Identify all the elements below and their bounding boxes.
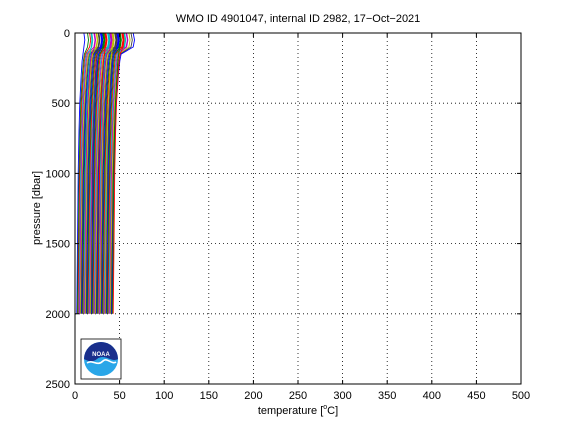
- profile-line: [99, 32, 115, 314]
- profile-line: [91, 32, 104, 314]
- profile-line: [107, 32, 125, 314]
- profile-line: [109, 32, 129, 314]
- profile-line: [87, 32, 105, 314]
- x-tick-label: 100: [155, 390, 173, 402]
- x-axis-ticks: 0 50 100 150 200 250 300 350 400 450 500: [72, 33, 530, 402]
- profile-line: [81, 32, 103, 314]
- x-tick-label: 200: [244, 390, 262, 402]
- profile-line: [84, 32, 99, 314]
- y-tick-label: 2500: [46, 379, 70, 391]
- profile-line: [95, 32, 117, 314]
- profile-line: [97, 32, 107, 314]
- noaa-logo: NOAA: [80, 338, 122, 380]
- profile-line: [100, 32, 117, 314]
- x-tick-label: 450: [467, 390, 485, 402]
- profile-line: [112, 32, 121, 314]
- profile-line: [92, 32, 108, 314]
- profile-line: [108, 32, 127, 314]
- profile-line: [78, 32, 94, 314]
- y-axis-ticks: 0 500 1000 1500 2000 2500: [46, 28, 521, 391]
- x-axis-label: temperature [oC]: [258, 404, 338, 417]
- y-tick-label: 1500: [46, 239, 70, 251]
- profile-line: [107, 32, 122, 314]
- x-tick-label: 250: [289, 390, 307, 402]
- logo-text: NOAA: [92, 352, 110, 358]
- logo-wave: [86, 359, 117, 365]
- profile-line: [98, 32, 111, 314]
- logo-sky-shape: [84, 342, 118, 362]
- chart-title: WMO ID 4901047, internal ID 2982, 17−Oct…: [176, 13, 421, 25]
- profile-line: [83, 32, 93, 314]
- profile-line: [112, 32, 125, 314]
- profile-line: [76, 32, 86, 314]
- x-tick-label: 300: [333, 390, 351, 402]
- y-tick-label: 500: [52, 98, 70, 110]
- x-tick-label: 150: [200, 390, 218, 402]
- profile-line: [90, 32, 100, 314]
- y-axis-label: pressure [dbar]: [31, 171, 43, 245]
- profile-line: [86, 32, 103, 314]
- x-tick-label: 0: [72, 390, 78, 402]
- profile-line: [104, 32, 114, 314]
- x-tick-label: 400: [423, 390, 441, 402]
- profile-line: [85, 32, 101, 314]
- profile-line: [105, 32, 118, 314]
- profile-line: [77, 32, 89, 314]
- profile-line: [79, 32, 98, 314]
- profile-line: [79, 32, 96, 314]
- x-tick-label: 50: [113, 390, 125, 402]
- profile-line: [92, 32, 106, 314]
- profile-line: [101, 32, 120, 314]
- y-tick-label: 1000: [46, 168, 70, 180]
- x-tick-label: 350: [378, 390, 396, 402]
- profile-line: [94, 32, 112, 314]
- profile-line: [77, 32, 92, 314]
- y-tick-label: 2000: [46, 309, 70, 321]
- profile-line: [106, 32, 120, 314]
- profile-line: [93, 32, 110, 314]
- profile-line: [99, 32, 113, 314]
- profile-line: [84, 32, 97, 314]
- temperature-profiles: [76, 32, 135, 314]
- y-tick-label: 0: [64, 28, 70, 40]
- grid-lines: [75, 33, 521, 384]
- profile-line: [102, 32, 124, 314]
- x-tick-label: 500: [512, 390, 530, 402]
